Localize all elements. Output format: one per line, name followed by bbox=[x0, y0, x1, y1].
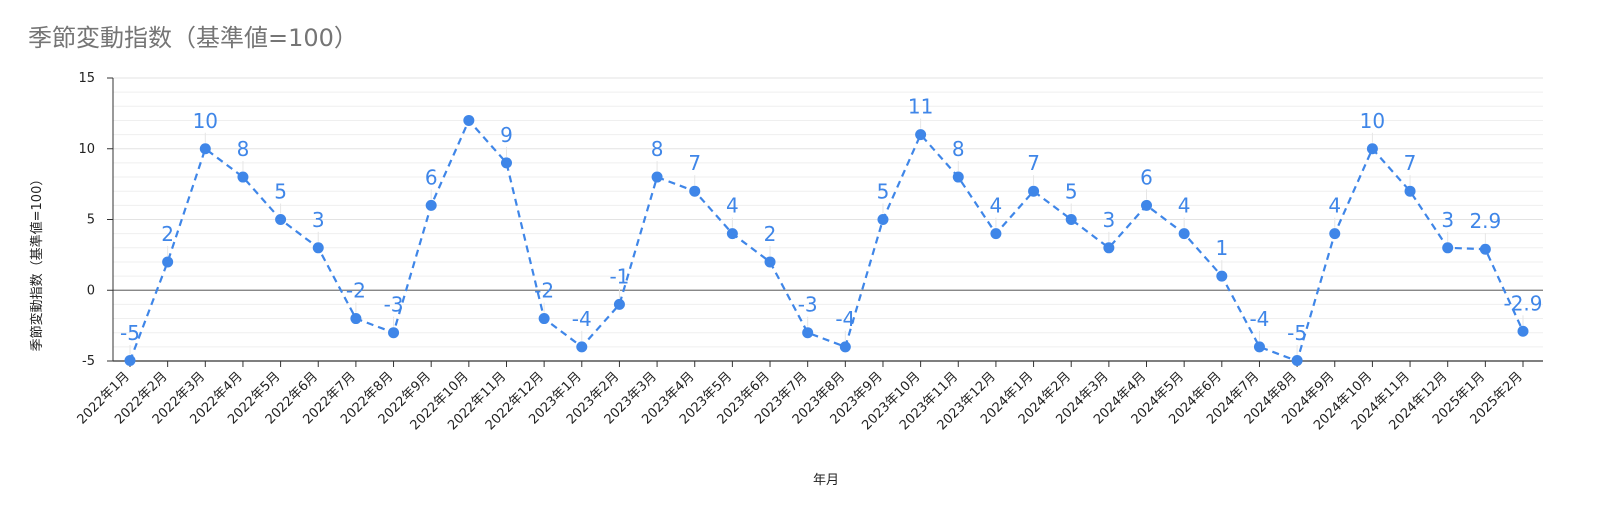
data-point bbox=[802, 327, 814, 339]
x-axis-title: 年月 bbox=[813, 473, 839, 488]
data-label: 10 bbox=[193, 109, 218, 133]
data-point bbox=[1366, 143, 1378, 155]
data-point bbox=[651, 171, 663, 183]
data-label: -4 bbox=[1249, 307, 1269, 331]
data-point bbox=[915, 129, 927, 141]
data-label: 10 bbox=[1360, 109, 1385, 133]
data-labels: -5210853-2-369-2-4-18742-3-451184753641-… bbox=[120, 95, 1543, 355]
data-label: 5 bbox=[274, 180, 287, 204]
data-point bbox=[500, 157, 512, 169]
data-point bbox=[990, 228, 1002, 240]
data-label: -5 bbox=[1287, 321, 1307, 345]
data-point bbox=[1178, 228, 1190, 240]
data-point bbox=[1216, 270, 1228, 282]
y-tick-label: -5 bbox=[82, 354, 95, 369]
data-point bbox=[877, 214, 889, 225]
data-point bbox=[1291, 355, 1303, 366]
data-point bbox=[689, 185, 701, 197]
data-label: 3 bbox=[312, 208, 325, 232]
data-label: 2 bbox=[161, 222, 174, 246]
data-point bbox=[1028, 185, 1040, 197]
data-label: -3 bbox=[384, 293, 404, 317]
data-point bbox=[199, 143, 211, 155]
data-point bbox=[1479, 243, 1491, 255]
data-label: 4 bbox=[990, 194, 1003, 218]
data-label: -4 bbox=[572, 307, 592, 331]
data-label: 4 bbox=[1178, 194, 1191, 218]
data-point bbox=[764, 256, 776, 268]
data-label: 11 bbox=[908, 95, 933, 119]
data-point bbox=[1404, 185, 1416, 197]
series-line bbox=[128, 119, 1524, 361]
y-axis-title: 季節変動指数（基準値=100） bbox=[29, 173, 45, 352]
y-tick-label: 5 bbox=[87, 213, 95, 228]
data-point bbox=[162, 256, 174, 268]
data-label: 7 bbox=[688, 151, 701, 175]
data-point bbox=[1253, 341, 1265, 353]
data-label: 9 bbox=[500, 123, 513, 147]
data-label: 7 bbox=[1404, 151, 1417, 175]
y-tick-label: 15 bbox=[78, 71, 95, 86]
data-label: 7 bbox=[1027, 151, 1040, 175]
data-label: 3 bbox=[1102, 208, 1115, 232]
data-point bbox=[613, 298, 625, 310]
data-point bbox=[463, 114, 475, 126]
grid bbox=[113, 77, 1543, 362]
axes: -50510152022年1月2022年2月2022年3月2022年4月2022… bbox=[75, 71, 1543, 433]
data-point bbox=[576, 341, 588, 353]
data-label: 2 bbox=[764, 222, 777, 246]
data-label: -3 bbox=[798, 293, 818, 317]
data-label: -2 bbox=[534, 279, 554, 303]
data-label: 8 bbox=[651, 137, 664, 161]
data-point bbox=[726, 228, 738, 240]
series-layer bbox=[124, 114, 1529, 366]
data-label: -4 bbox=[835, 307, 855, 331]
data-point bbox=[952, 171, 964, 183]
data-point bbox=[312, 242, 324, 254]
data-label: -2.9 bbox=[1503, 291, 1542, 315]
data-label: -2 bbox=[346, 279, 366, 303]
data-point bbox=[1065, 214, 1077, 225]
data-point bbox=[350, 313, 362, 325]
data-point bbox=[425, 199, 437, 211]
data-point bbox=[237, 171, 249, 183]
data-point bbox=[1141, 199, 1153, 211]
data-label: 3 bbox=[1441, 208, 1454, 232]
data-point bbox=[388, 327, 400, 339]
data-label: 8 bbox=[237, 137, 250, 161]
data-label: 2.9 bbox=[1469, 209, 1501, 233]
data-label: 8 bbox=[952, 137, 965, 161]
data-label: 6 bbox=[425, 165, 438, 189]
data-point bbox=[275, 214, 287, 225]
chart-title: 季節変動指数（基準値=100） bbox=[28, 24, 358, 52]
data-label: 5 bbox=[1065, 180, 1078, 204]
data-label: 6 bbox=[1140, 165, 1153, 189]
data-point bbox=[124, 355, 136, 366]
y-tick-label: 0 bbox=[87, 283, 95, 298]
data-point bbox=[839, 341, 851, 353]
data-label: 4 bbox=[1328, 194, 1341, 218]
y-tick-label: 10 bbox=[78, 142, 95, 157]
data-point bbox=[1103, 242, 1115, 254]
data-point bbox=[538, 313, 550, 325]
data-point bbox=[1329, 228, 1341, 240]
data-label: 4 bbox=[726, 194, 739, 218]
data-point bbox=[1442, 242, 1454, 254]
data-label: -5 bbox=[120, 321, 140, 345]
data-label: -1 bbox=[609, 264, 629, 288]
data-label: 1 bbox=[1215, 236, 1228, 260]
data-label: 5 bbox=[877, 180, 890, 204]
data-point bbox=[1517, 325, 1529, 337]
